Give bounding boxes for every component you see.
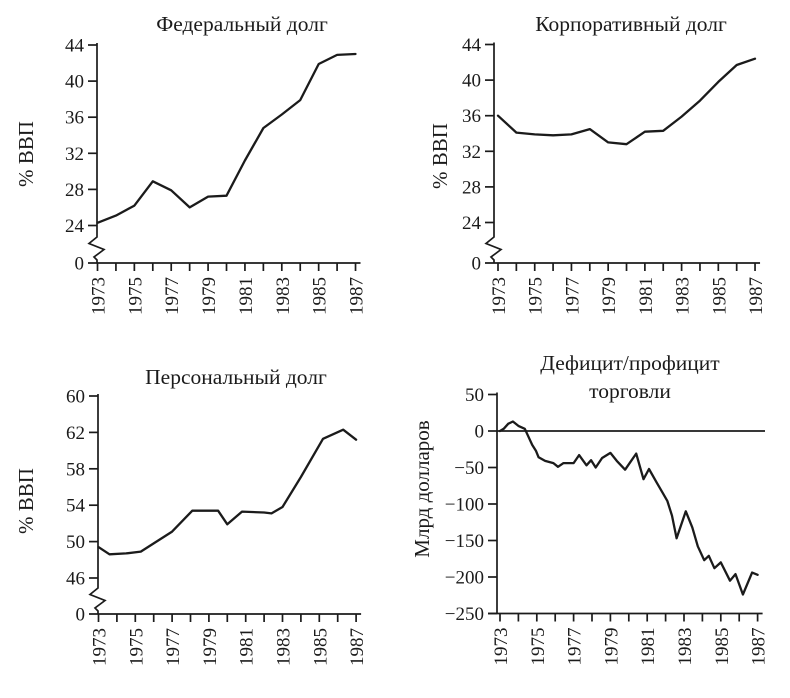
x-tick-label: 1973 bbox=[89, 277, 110, 315]
y-axis-label: % ВВП bbox=[14, 121, 38, 187]
y-tick-label: 32 bbox=[65, 144, 84, 165]
y-zero-label: 0 bbox=[75, 254, 85, 275]
y-tick-label: 24 bbox=[65, 216, 85, 237]
data-line bbox=[96, 52, 357, 224]
y-tick-label: 58 bbox=[66, 459, 85, 480]
y-tick-label: −250 bbox=[445, 604, 484, 625]
x-tick-label: 1983 bbox=[675, 628, 696, 666]
y-tick-label: 32 bbox=[462, 142, 481, 163]
y-tick-label: 54 bbox=[66, 496, 86, 517]
y-tick-label: 40 bbox=[65, 72, 84, 93]
y-tick-label: 28 bbox=[65, 180, 84, 201]
x-tick-label: 1975 bbox=[126, 628, 147, 666]
x-tick-label: 1977 bbox=[162, 277, 183, 315]
y-tick-label: −50 bbox=[454, 458, 484, 479]
y-tick-label: 44 bbox=[462, 35, 482, 56]
y-zero-label: 0 bbox=[472, 254, 482, 275]
y-axis bbox=[484, 42, 503, 263]
x-tick-label: 1983 bbox=[274, 628, 295, 666]
y-tick-label: 44 bbox=[65, 36, 85, 57]
y-axis bbox=[87, 43, 106, 263]
x-tick-label: 1973 bbox=[90, 628, 111, 666]
data-line bbox=[496, 57, 757, 146]
chart-title: Корпоративный долг bbox=[535, 12, 727, 36]
x-tick-label: 1979 bbox=[199, 277, 220, 315]
x-tick-label: 1975 bbox=[526, 277, 547, 315]
chart-title: Дефицит/профицит bbox=[540, 351, 720, 375]
y-tick-label: 36 bbox=[462, 106, 481, 127]
x-tick-label: 1975 bbox=[528, 628, 549, 666]
x-tick-label: 1987 bbox=[347, 277, 368, 315]
x-tick-label: 1983 bbox=[673, 277, 694, 315]
x-tick-label: 1985 bbox=[709, 277, 730, 315]
x-tick-label: 1985 bbox=[310, 628, 331, 666]
x-tick-label: 1975 bbox=[125, 277, 146, 315]
x-tick-label: 1981 bbox=[237, 628, 258, 666]
x-tick-label: 1977 bbox=[562, 277, 583, 315]
y-tick-label: 46 bbox=[66, 569, 85, 590]
x-tick-label: 1977 bbox=[163, 628, 184, 666]
y-tick-label: 36 bbox=[65, 108, 84, 129]
y-tick-label: 0 bbox=[475, 422, 485, 443]
y-axis-label: Млрд долларов bbox=[410, 420, 434, 557]
chart-trade-deficit: 50 0 −50 −100 −150 −200 −250 1973 1975 1977 1979 19… bbox=[410, 351, 770, 666]
data-line bbox=[498, 420, 759, 596]
x-tick-label: 1981 bbox=[636, 277, 657, 315]
x-tick-label: 1987 bbox=[347, 628, 368, 666]
x-tick-label: 1977 bbox=[565, 628, 586, 666]
chart-title: торговли bbox=[589, 379, 671, 403]
y-tick-label: 50 bbox=[66, 532, 85, 553]
x-tick-label: 1985 bbox=[310, 277, 331, 315]
x-tick-label: 1979 bbox=[200, 628, 221, 666]
y-tick-label: 50 bbox=[465, 385, 484, 406]
y-axis-label: % ВВП bbox=[428, 123, 452, 189]
x-tick-label: 1979 bbox=[599, 277, 620, 315]
y-tick-label: 24 bbox=[462, 213, 482, 234]
data-line bbox=[97, 428, 358, 556]
y-tick-label: 62 bbox=[66, 423, 85, 444]
chart-title: Персональный долг bbox=[145, 365, 327, 389]
x-tick-label: 1973 bbox=[491, 628, 512, 666]
y-tick-label: 60 bbox=[66, 387, 85, 408]
chart-corporate-debt: 44 40 36 32 28 24 0 1973 1975 1977 1979 1981 1983 198… bbox=[428, 12, 767, 315]
y-tick-label: −200 bbox=[445, 568, 484, 589]
x-tick-label: 1981 bbox=[236, 277, 257, 315]
y-tick-label: −100 bbox=[445, 495, 484, 516]
y-tick-label: 28 bbox=[462, 177, 481, 198]
x-tick-label: 1987 bbox=[749, 628, 770, 666]
chart-title: Федеральный долг bbox=[156, 12, 328, 36]
x-tick-label: 1981 bbox=[638, 628, 659, 666]
y-tick-label: −150 bbox=[445, 531, 484, 552]
x-tick-label: 1983 bbox=[273, 277, 294, 315]
x-tick-label: 1985 bbox=[712, 628, 733, 666]
y-zero-label: 0 bbox=[76, 605, 86, 626]
y-tick-label: 40 bbox=[462, 71, 481, 92]
x-tick-label: 1973 bbox=[489, 277, 510, 315]
y-axis bbox=[88, 394, 107, 614]
x-tick-label: 1979 bbox=[601, 628, 622, 666]
y-axis-label: % ВВП bbox=[14, 468, 38, 534]
x-tick-label: 1987 bbox=[746, 277, 767, 315]
